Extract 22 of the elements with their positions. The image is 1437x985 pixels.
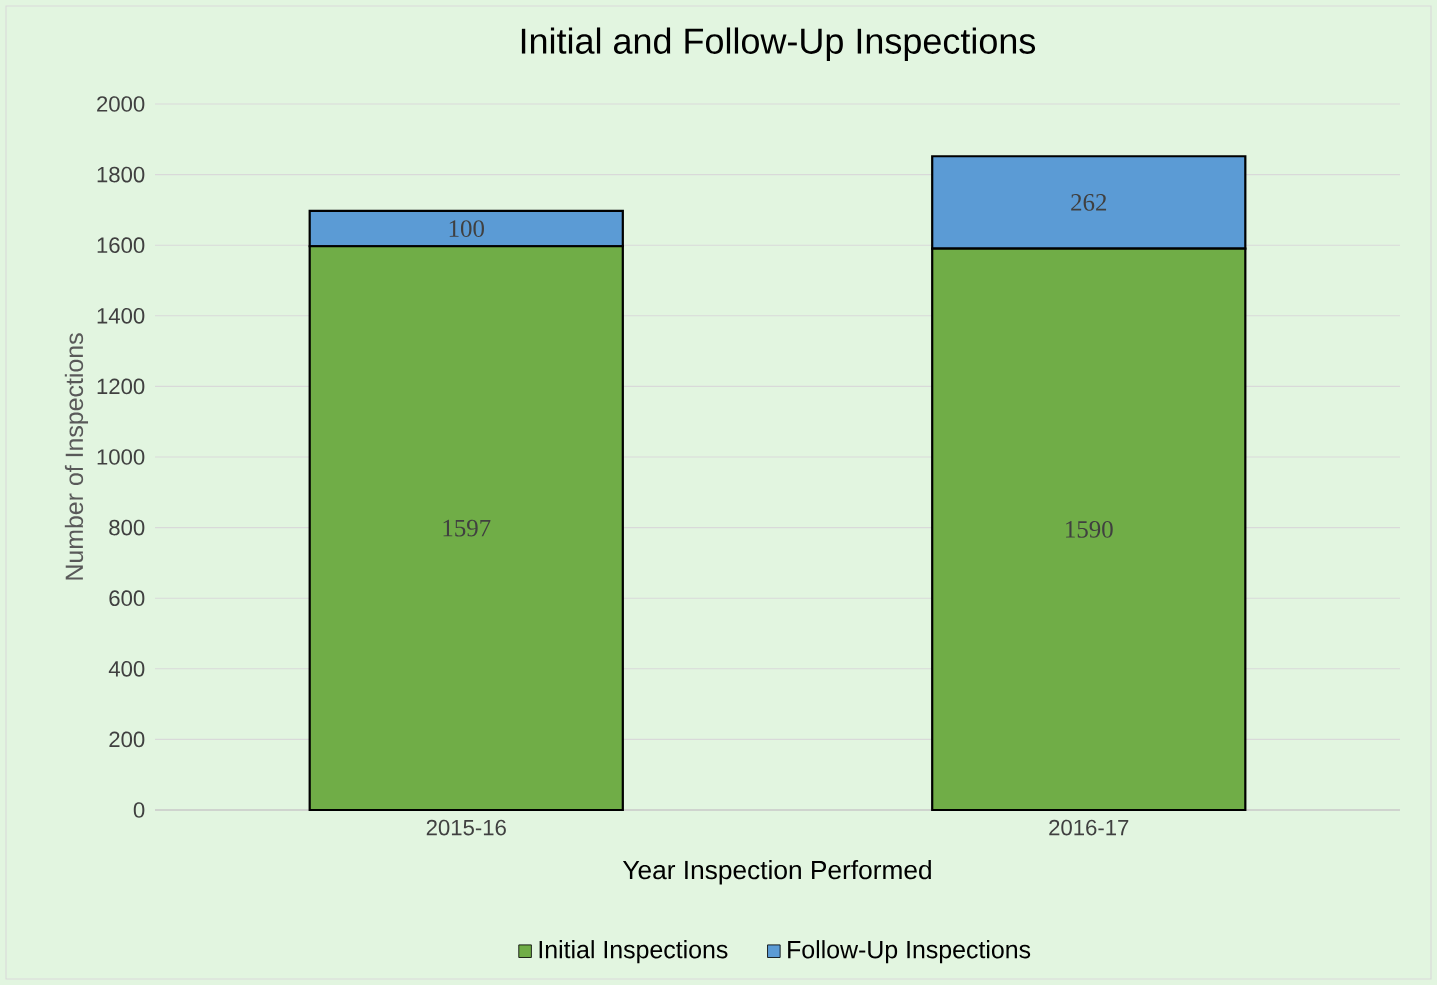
y-tick-label: 1800 <box>97 166 145 183</box>
data-label: 100 <box>449 220 484 238</box>
y-tick-label: 1400 <box>97 307 145 324</box>
y-tick-label: 0 <box>133 802 145 818</box>
x-tick-label: 2015-16 <box>426 819 506 836</box>
data-label: 262 <box>1071 194 1107 211</box>
y-tick-label: 800 <box>109 519 145 536</box>
y-axis-title: Number of Inspections <box>64 333 89 580</box>
legend-label: Follow-Up Inspections <box>788 940 1031 964</box>
x-axis-title: Year Inspection Performed <box>622 859 931 885</box>
data-label: 1597 <box>443 519 491 537</box>
y-tick-label: 600 <box>109 590 145 607</box>
data-label: 1590 <box>1066 520 1113 538</box>
y-tick-label: 1600 <box>97 237 145 254</box>
y-tick-label: 1000 <box>97 449 145 465</box>
chart-title: Initial and Follow-Up Inspections <box>521 27 1036 62</box>
legend-label: Initial Inspections <box>539 940 728 964</box>
y-tick-label: 1200 <box>97 378 145 395</box>
y-tick-label: 200 <box>109 731 145 748</box>
y-tick-label: 400 <box>108 660 145 677</box>
x-tick-label: 2016-17 <box>1049 819 1129 836</box>
y-tick-label: 2000 <box>97 96 145 112</box>
